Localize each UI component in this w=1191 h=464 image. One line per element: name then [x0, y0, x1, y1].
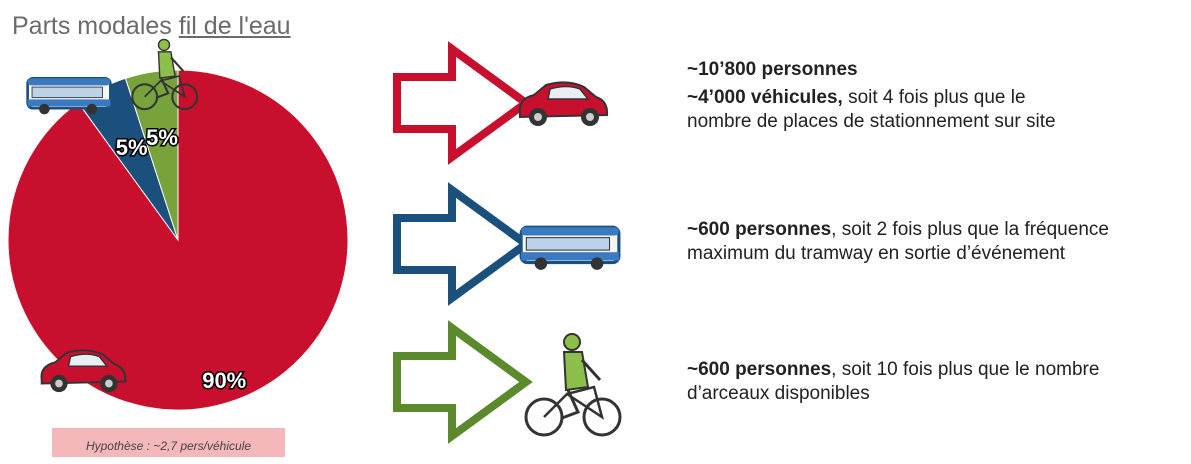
arrow — [397, 49, 526, 157]
line: ~600 personnes, soit 10 fois plus que le… — [687, 358, 1187, 406]
slide: Parts modalesfil de l'eau 90%5%5% — [0, 0, 1191, 457]
row: ~600 personnes, soit 10 fois plus que le… — [687, 358, 1187, 406]
bold-text: ~10’800 personnes — [687, 59, 858, 80]
bold-text: ~600 personnes — [687, 359, 831, 380]
row: ~10’800 personnes ~4’000 véhicules, soit… — [687, 58, 1187, 134]
bike-icon — [526, 334, 620, 435]
bold-text: ~4’000 véhicules, — [687, 87, 843, 108]
pie-label: 5% — [116, 135, 148, 160]
line: ~4’000 véhicules, soit 4 fois plus que l… — [687, 86, 1067, 134]
pie-label: 90% — [202, 368, 246, 393]
car-icon — [520, 82, 607, 126]
line: ~600 personnes, soit 2 fois plus que la … — [687, 218, 1187, 266]
arrow — [397, 328, 526, 436]
note: Hypothèse : ~2,7 pers/véhicule — [52, 428, 285, 457]
line: ~10’800 personnes — [687, 58, 1187, 82]
pie-label: 5% — [146, 125, 178, 150]
row: ~600 personnes, soit 2 fois plus que la … — [687, 218, 1187, 266]
bus-icon — [521, 227, 619, 270]
bus-icon — [28, 78, 111, 114]
bold-text: ~600 personnes — [687, 219, 831, 240]
arrow — [397, 190, 526, 298]
